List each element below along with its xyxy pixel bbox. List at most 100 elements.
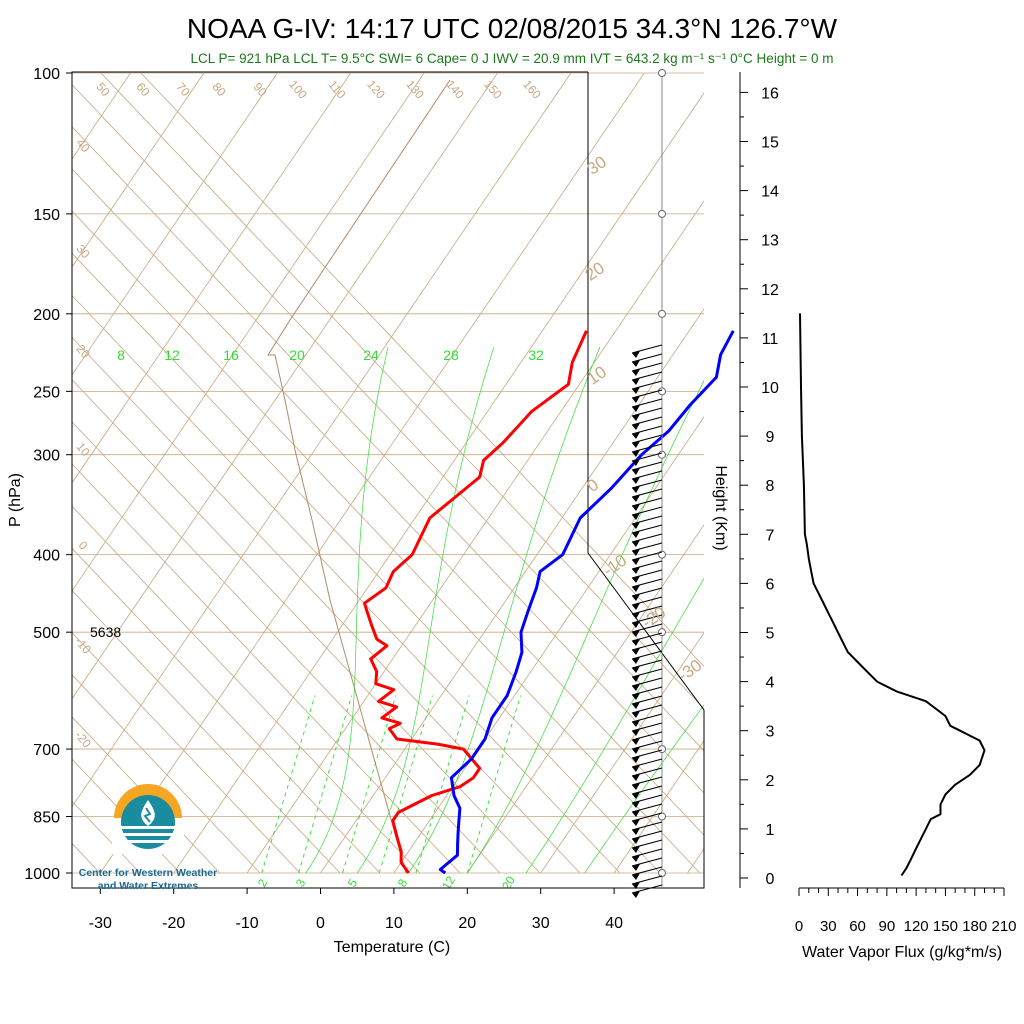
skewt-frame bbox=[71, 71, 705, 889]
dry-adiabat-label: 20 bbox=[73, 342, 93, 361]
moist-adiabat-line bbox=[356, 346, 495, 874]
wind-barb-flag bbox=[632, 558, 640, 565]
wind-barb-flag bbox=[632, 504, 640, 511]
wind-barb-flag bbox=[632, 639, 640, 646]
wind-barb bbox=[631, 641, 663, 651]
dry-adiabat-label: -20 bbox=[72, 728, 94, 751]
mixing-ratio-line bbox=[342, 695, 397, 874]
x-tick-label: 40 bbox=[605, 915, 623, 932]
wind-barb bbox=[631, 506, 663, 516]
wind-barb-flag bbox=[632, 738, 640, 745]
wind-calm-circle bbox=[658, 869, 666, 877]
wvf-x-tick-label: 90 bbox=[879, 918, 896, 935]
isotherm-line bbox=[540, 632, 704, 874]
wind-calm-circle bbox=[658, 309, 666, 318]
parcel-path-line bbox=[267, 79, 451, 874]
moist-adiabat-line bbox=[305, 346, 389, 874]
wind-barb bbox=[631, 371, 663, 381]
wind-barb bbox=[631, 596, 663, 606]
moist-adiabat-label: -30 bbox=[674, 656, 705, 686]
wind-barb bbox=[631, 533, 663, 543]
wind-barb bbox=[631, 389, 663, 399]
mixing-ratio-label: 16 bbox=[223, 347, 239, 363]
wind-barb bbox=[631, 470, 663, 480]
dewpoint-line bbox=[363, 330, 588, 874]
wind-barb-flag bbox=[632, 477, 640, 484]
wind-barb-flag bbox=[632, 432, 640, 439]
mixing-ratio-line bbox=[466, 695, 521, 874]
wind-barb bbox=[631, 884, 663, 894]
wind-barb-flag bbox=[632, 603, 640, 610]
wind-barb bbox=[631, 407, 663, 417]
wind-barb-flag bbox=[632, 612, 640, 619]
isotherm-line bbox=[687, 848, 704, 874]
wind-barb bbox=[631, 803, 663, 813]
dry-adiabat-line bbox=[72, 674, 261, 874]
wind-barb-flag bbox=[632, 405, 640, 412]
height-tick-label: 1 bbox=[766, 822, 775, 839]
wind-barb-flag bbox=[632, 801, 640, 808]
height-tick-label: 7 bbox=[766, 527, 775, 544]
height-tick-label: 10 bbox=[761, 380, 779, 397]
mixing-ratio-label: 8 bbox=[117, 347, 125, 363]
wind-barb bbox=[631, 776, 663, 786]
wind-barb-flag bbox=[632, 423, 640, 430]
moist-adiabat-label: -10 bbox=[599, 551, 630, 581]
x-tick-label: 30 bbox=[532, 915, 550, 932]
x-tick-label: 10 bbox=[385, 915, 403, 932]
dry-adiabat-line bbox=[72, 421, 501, 874]
isotherm-line bbox=[72, 72, 278, 376]
wind-barb bbox=[631, 650, 663, 660]
wind-barb bbox=[631, 731, 663, 741]
wvf-x-tick-label: 30 bbox=[820, 918, 837, 935]
x-tick-label: 0 bbox=[316, 915, 325, 932]
dry-adiabat-line bbox=[0, 72, 20, 873]
y-tick-label: 700 bbox=[33, 742, 60, 759]
mixing-ratio-label: 2 bbox=[255, 876, 271, 889]
wind-barb-flag bbox=[632, 594, 640, 601]
mixing-ratio-label: 32 bbox=[528, 347, 544, 363]
wind-barb bbox=[631, 578, 663, 588]
wind-barb bbox=[631, 416, 663, 426]
dry-adiabat-label: 90 bbox=[250, 80, 270, 99]
wind-barb-flag bbox=[632, 540, 640, 547]
height-tick-label: 0 bbox=[766, 871, 775, 888]
wind-barb-flag bbox=[632, 819, 640, 826]
dry-adiabat-label: 120 bbox=[364, 77, 388, 102]
isotherm-line bbox=[99, 72, 645, 874]
wind-barb-flag bbox=[632, 486, 640, 493]
chart-subtitle: LCL P= 921 hPa LCL T= 9.5°C SWI= 6 Cape=… bbox=[191, 51, 834, 66]
wind-barb bbox=[631, 722, 663, 732]
wind-barb bbox=[631, 866, 663, 876]
y-tick-label: 500 bbox=[33, 625, 60, 642]
wind-barb-flag bbox=[632, 873, 640, 880]
wind-barb bbox=[631, 767, 663, 777]
isotherm-line bbox=[72, 72, 205, 268]
wind-barb-flag bbox=[632, 882, 640, 889]
wind-barb-flag bbox=[632, 729, 640, 736]
wind-calm-circle bbox=[658, 450, 666, 459]
mixing-ratio-line bbox=[378, 695, 433, 874]
wind-barb-flag bbox=[632, 846, 640, 853]
dry-adiabat-line bbox=[72, 84, 704, 752]
x-tick-label: -30 bbox=[89, 915, 112, 932]
wind-barb-flag bbox=[632, 441, 640, 448]
x-tick-label: 20 bbox=[458, 915, 476, 932]
dry-adiabat-line bbox=[139, 72, 704, 668]
dry-adiabat-label: 150 bbox=[481, 77, 505, 102]
x-tick-label: -10 bbox=[236, 915, 259, 932]
mixing-ratio-line bbox=[415, 695, 470, 874]
wind-barb bbox=[631, 659, 663, 669]
wind-barb bbox=[631, 380, 663, 390]
wind-barb bbox=[631, 524, 663, 534]
wind-barb-flag bbox=[632, 450, 640, 457]
wind-barb bbox=[631, 695, 663, 705]
wind-calm-circle bbox=[658, 69, 666, 77]
height-axis-label: Height (Km) bbox=[712, 465, 729, 550]
wind-barb-flag bbox=[632, 351, 640, 358]
height-tick-label: 4 bbox=[766, 675, 775, 692]
height-tick-label: 13 bbox=[761, 233, 779, 250]
